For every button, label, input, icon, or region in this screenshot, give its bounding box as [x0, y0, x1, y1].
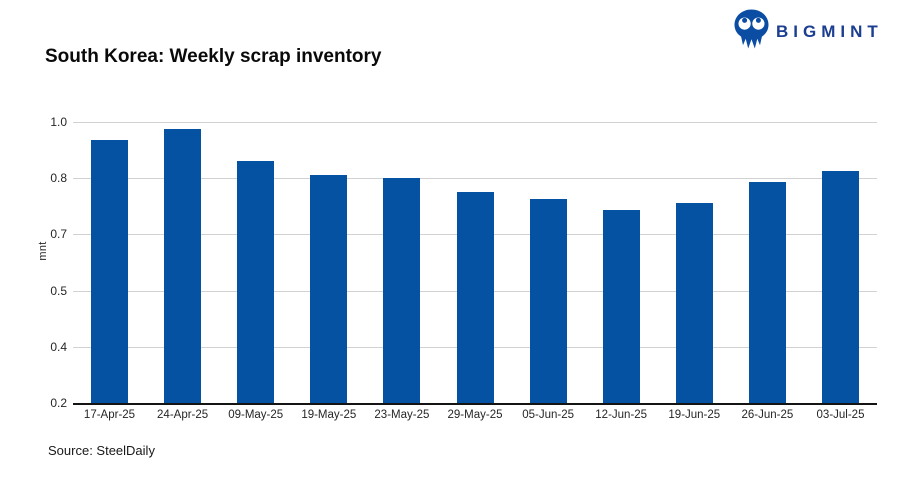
owl-icon	[733, 9, 770, 49]
x-tick-label: 03-Jul-25	[816, 409, 865, 421]
gridline	[73, 178, 877, 180]
y-tick-label: 0.7	[50, 227, 67, 242]
x-tick-label: 09-May-25	[228, 409, 284, 421]
source-note: Source: SteelDaily	[48, 443, 155, 458]
bar	[822, 171, 859, 403]
bar	[675, 202, 713, 403]
chart-title: South Korea: Weekly scrap inventory	[45, 46, 382, 67]
y-axis-label: mnt	[37, 241, 49, 261]
x-tick-label: 24-Apr-25	[157, 409, 209, 421]
x-tick-label: 23-May-25	[374, 409, 430, 421]
x-tick-label: 05-Jun-25	[522, 409, 574, 421]
x-tick-label: 12-Jun-25	[595, 409, 648, 421]
x-tick-label: 26-Jun-25	[741, 409, 794, 421]
y-tick-label: 0.8	[50, 171, 67, 186]
gridline	[73, 122, 877, 123]
bar	[529, 199, 567, 403]
bar	[164, 129, 202, 403]
brand-logo: BIGMINT	[733, 9, 883, 49]
x-tick-label: 19-May-25	[301, 409, 357, 421]
plot-area	[73, 122, 877, 405]
y-tick-label: 1.0	[50, 115, 67, 129]
x-tick-label: 19-Jun-25	[668, 409, 721, 421]
bar	[602, 209, 640, 403]
bar	[383, 178, 421, 403]
bar	[456, 192, 494, 403]
bar	[237, 160, 275, 403]
y-tick-label: 0.4	[50, 339, 67, 354]
bar	[91, 139, 128, 403]
bar	[310, 174, 348, 403]
bar	[748, 181, 786, 403]
brand-name: BIGMINT	[776, 21, 883, 41]
y-tick-label: 0.2	[50, 396, 67, 410]
x-tick-label: 17-Apr-25	[83, 409, 136, 421]
x-tick-label: 29-May-25	[447, 409, 503, 421]
y-tick-label: 0.5	[50, 283, 67, 298]
